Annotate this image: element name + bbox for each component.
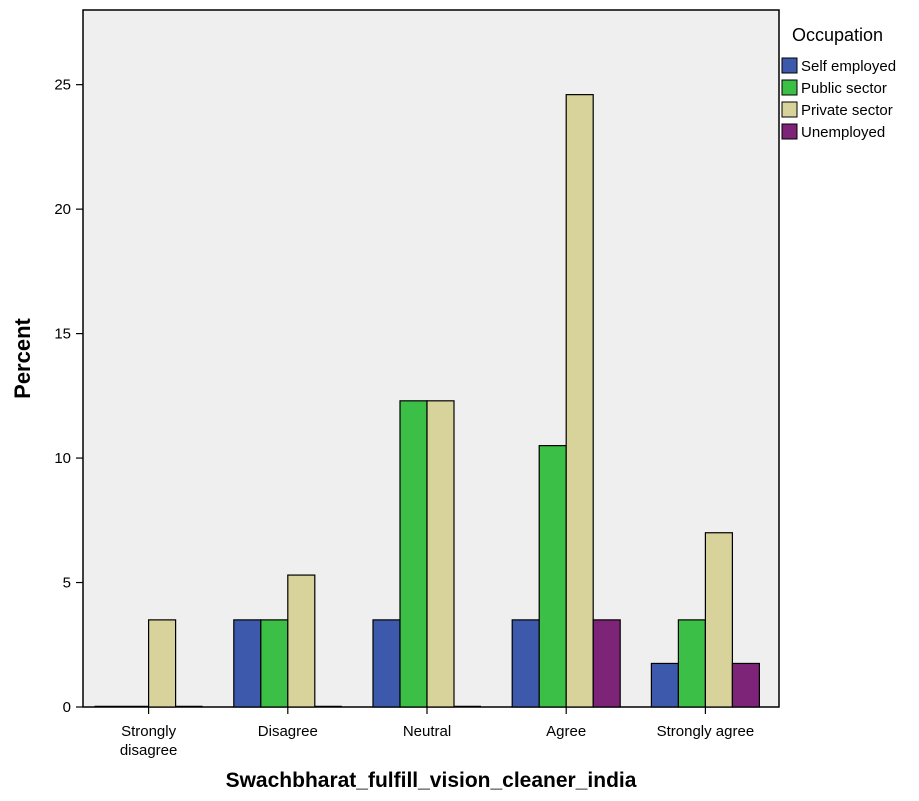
axes-group: 0 5 10 15 20 25 Strongly disagree Disagree Neutra… <box>54 77 754 759</box>
y-axis-title: Percent <box>10 317 35 398</box>
x-tick-label: Disagree <box>258 723 318 740</box>
legend-swatch <box>781 57 798 74</box>
y-tick-label: 0 <box>63 699 71 716</box>
bar <box>592 619 621 708</box>
x-tick-label: Agree <box>546 723 586 740</box>
bars-group <box>94 94 761 708</box>
bar <box>704 532 734 708</box>
legend-label: Self employed <box>801 58 896 75</box>
bar <box>677 619 707 708</box>
legend-swatch <box>781 123 798 140</box>
y-tick-label: 5 <box>63 575 71 592</box>
legend-title: Occupation <box>792 25 883 45</box>
x-tick-label: Strongly disagree <box>120 723 178 759</box>
bar <box>287 574 316 708</box>
x-tick-label: Neutral <box>403 723 451 740</box>
x-axis-title: Swachbharat_fulfill_vision_cleaner_india <box>226 769 637 792</box>
x-tick-label: Strongly agree <box>657 723 755 740</box>
legend: Occupation Self employed Public sector Pri… <box>781 25 896 141</box>
bar <box>650 662 680 708</box>
legend-label: Public sector <box>801 80 887 97</box>
bar <box>565 94 594 708</box>
legend-swatch <box>781 101 798 118</box>
bar <box>233 619 262 708</box>
legend-label: Private sector <box>801 102 893 119</box>
y-tick-label: 25 <box>54 77 71 94</box>
y-tick-label: 20 <box>54 201 71 218</box>
legend-swatch <box>781 79 798 96</box>
bar <box>538 445 567 708</box>
bar <box>372 619 401 708</box>
bar <box>399 400 428 708</box>
bar <box>511 619 540 708</box>
legend-label: Unemployed <box>801 124 885 141</box>
y-tick-label: 15 <box>54 326 71 343</box>
bar <box>426 400 455 708</box>
bar <box>731 662 761 708</box>
bar <box>148 619 177 708</box>
y-tick-label: 10 <box>54 450 71 467</box>
bar <box>260 619 289 708</box>
